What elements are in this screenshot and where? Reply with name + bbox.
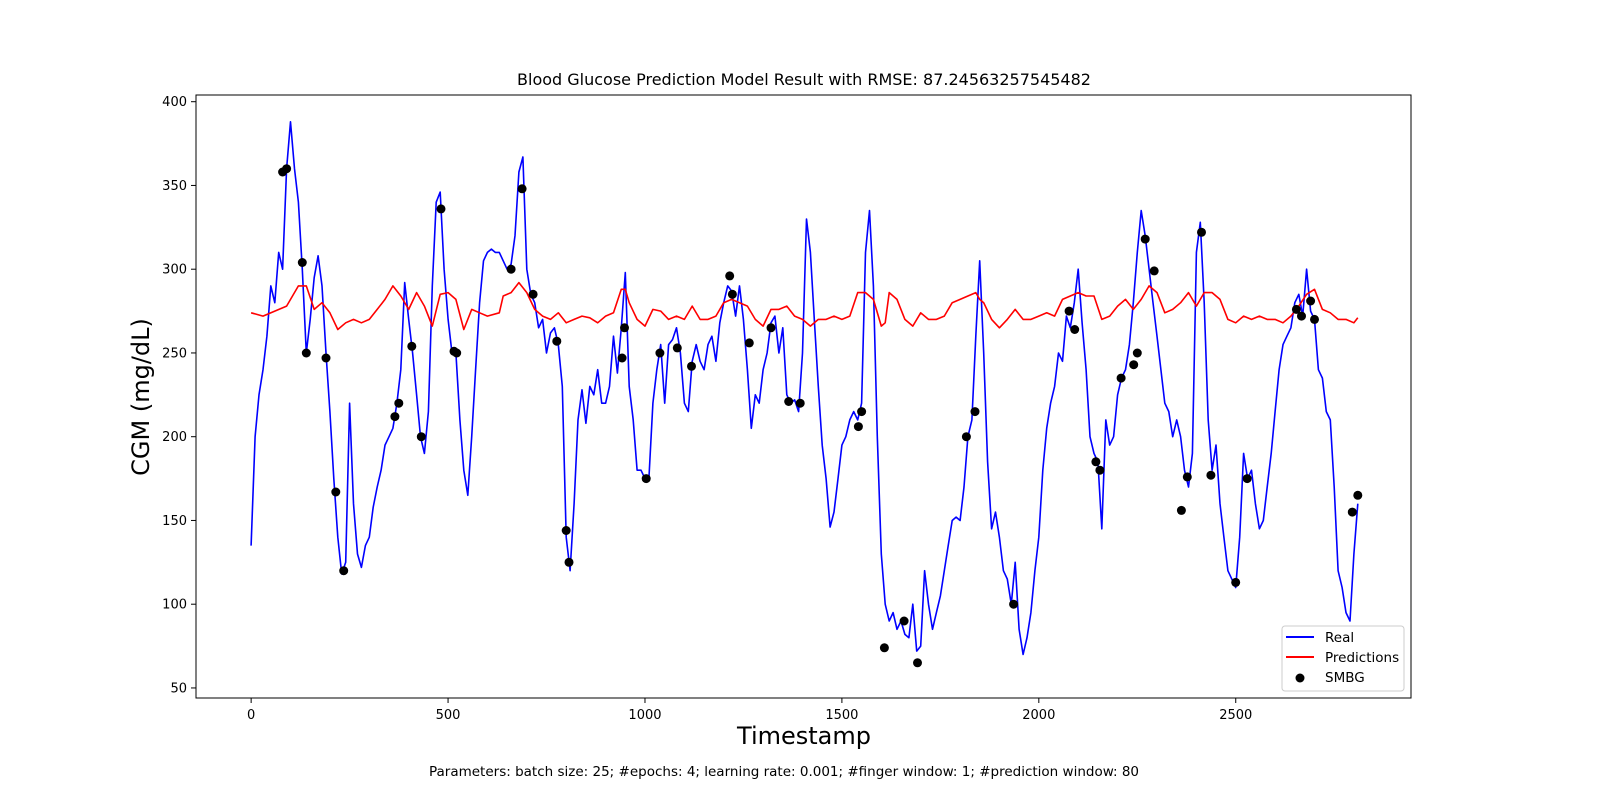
- y-tick-label: 200: [162, 430, 187, 445]
- smbg-point: [899, 616, 909, 626]
- smbg-point: [1310, 314, 1319, 324]
- smbg-point: [331, 487, 341, 497]
- y-axis-title: CGM (mg/dL): [127, 318, 155, 476]
- smbg-point: [1064, 306, 1074, 316]
- smbg-point: [407, 341, 417, 351]
- real-series-line: [250, 121, 1359, 656]
- smbg-point: [1091, 457, 1101, 467]
- smbg-point: [1291, 304, 1301, 314]
- smbg-point: [436, 204, 446, 214]
- legend-smbg-swatch: [1295, 673, 1305, 683]
- x-tick-label: 1500: [825, 708, 858, 723]
- series-layer: [250, 121, 1363, 668]
- smbg-point: [564, 557, 574, 567]
- smbg-point: [1129, 360, 1139, 370]
- parameters-caption: Parameters: batch size: 25; #epochs: 4; …: [429, 764, 1139, 780]
- x-tick-label: 500: [436, 708, 461, 723]
- smbg-point: [1116, 373, 1126, 383]
- y-axis: 50 100 150 200 250 300 350 400: [162, 95, 196, 696]
- smbg-point: [452, 348, 462, 358]
- y-tick-label: 50: [170, 681, 187, 696]
- smbg-point: [1231, 577, 1241, 587]
- smbg-point: [394, 398, 404, 408]
- plot-frame: [195, 94, 1412, 699]
- smbg-point: [1242, 474, 1252, 484]
- x-tick-label: 1000: [628, 708, 661, 723]
- smbg-point: [416, 432, 426, 442]
- smbg-point: [1206, 470, 1216, 480]
- smbg-point: [506, 264, 516, 274]
- smbg-point: [1095, 465, 1105, 475]
- legend-predictions-label: Predictions: [1325, 650, 1399, 666]
- smbg-point: [517, 184, 527, 194]
- x-tick-label: 2500: [1219, 708, 1252, 723]
- smbg-point: [766, 323, 776, 333]
- smbg-point: [879, 643, 889, 653]
- smbg-point: [1353, 490, 1363, 500]
- smbg-point: [727, 289, 737, 299]
- smbg-point: [1297, 311, 1306, 321]
- y-tick-label: 100: [162, 598, 187, 613]
- x-axis-title: Timestamp: [736, 722, 871, 750]
- predictions-series-line: [250, 281, 1359, 331]
- smbg-point: [1149, 266, 1159, 276]
- smbg-point: [1176, 505, 1186, 515]
- smbg-point: [297, 258, 307, 267]
- x-axis: 0 500 1000 1500 2000 2500: [247, 698, 1252, 723]
- y-tick-label: 300: [162, 263, 187, 278]
- legend: Real Predictions SMBG: [1281, 625, 1405, 692]
- smbg-point: [725, 271, 735, 281]
- smbg-point: [321, 353, 331, 363]
- smbg-point: [853, 422, 863, 432]
- smbg-point: [641, 474, 651, 484]
- smbg-point: [339, 566, 349, 576]
- smbg-point: [1009, 599, 1019, 609]
- smbg-point: [1182, 472, 1192, 482]
- y-tick-label: 250: [162, 346, 187, 361]
- smbg-point: [1140, 234, 1150, 244]
- chart-title: Blood Glucose Prediction Model Result wi…: [517, 70, 1091, 89]
- smbg-point: [552, 336, 562, 346]
- smbg-point: [528, 289, 538, 299]
- smbg-point: [970, 407, 980, 417]
- y-tick-label: 350: [162, 179, 187, 194]
- smbg-point: [795, 398, 805, 408]
- x-tick-label: 2000: [1022, 708, 1055, 723]
- legend-smbg-label: SMBG: [1325, 670, 1365, 686]
- smbg-point: [1306, 296, 1316, 306]
- smbg-point: [561, 526, 571, 535]
- smbg-point: [687, 361, 696, 371]
- smbg-point: [672, 343, 682, 353]
- x-tick-label: 0: [247, 708, 255, 723]
- smbg-point: [301, 348, 311, 358]
- legend-box: [1281, 625, 1405, 692]
- y-tick-label: 150: [162, 514, 187, 529]
- smbg-point: [784, 397, 794, 406]
- y-tick-label: 400: [162, 95, 187, 110]
- smbg-point: [1132, 348, 1142, 358]
- smbg-point: [744, 338, 754, 348]
- smbg-point: [857, 407, 867, 417]
- smbg-point: [655, 348, 665, 358]
- smbg-point: [620, 323, 629, 333]
- smbg-point: [390, 412, 400, 422]
- smbg-point: [1347, 507, 1357, 517]
- smbg-point: [1070, 325, 1080, 334]
- legend-real-label: Real: [1325, 630, 1354, 646]
- smbg-point: [913, 658, 922, 668]
- smbg-point: [617, 353, 627, 363]
- smbg-point: [282, 164, 292, 174]
- smbg-point: [961, 432, 971, 442]
- smbg-point: [1197, 227, 1206, 237]
